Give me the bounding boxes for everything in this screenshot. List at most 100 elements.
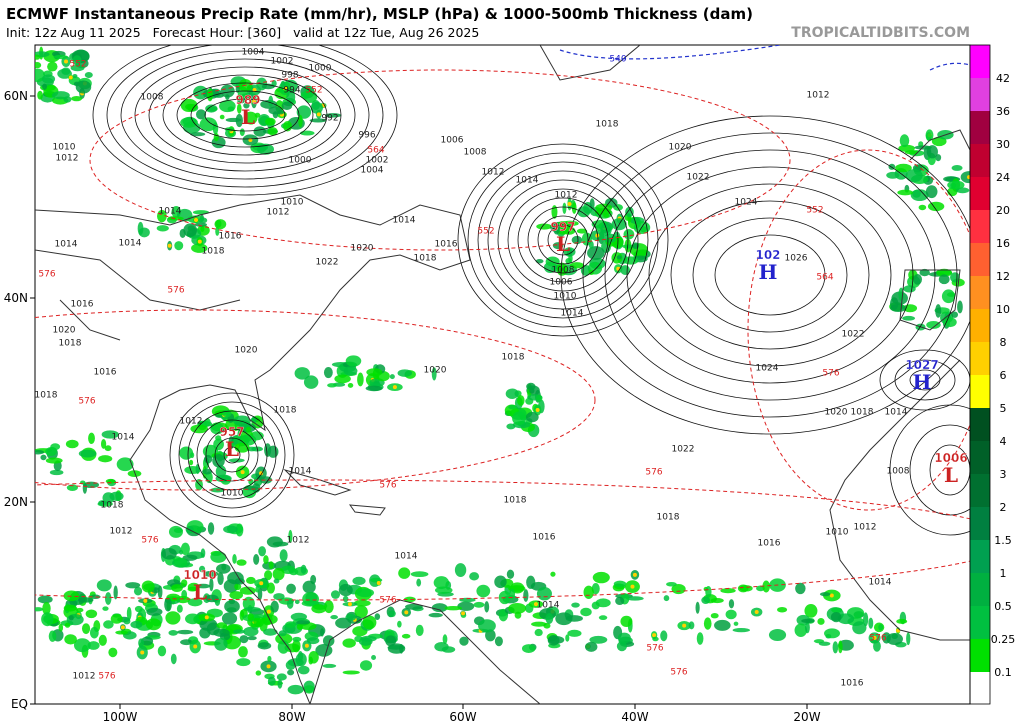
precip-cell xyxy=(258,546,266,557)
isobar xyxy=(648,183,892,367)
precip-cell xyxy=(207,522,215,535)
precip-cell xyxy=(335,617,352,629)
precip-cell xyxy=(531,621,547,627)
isobar xyxy=(176,82,314,148)
coastline xyxy=(539,45,641,81)
precip-cell xyxy=(185,613,201,625)
isobar-label: 1018 xyxy=(101,501,124,511)
precip-heavy xyxy=(259,471,264,476)
colorbar-swatch xyxy=(970,639,990,672)
lon-label: 20W xyxy=(793,710,820,724)
isobar xyxy=(162,74,328,156)
isobar xyxy=(187,410,277,500)
colorbar-label: 1.5 xyxy=(994,534,1012,547)
precip-cell xyxy=(213,628,230,637)
isobar-label: 1000 xyxy=(289,156,312,166)
precip-heavy xyxy=(682,623,687,628)
colorbar-swatch xyxy=(970,441,990,474)
precip-cell xyxy=(688,621,695,630)
precip-cell xyxy=(224,599,240,613)
precip-cell xyxy=(294,367,310,380)
precip-cell xyxy=(189,459,194,466)
precip-cell xyxy=(567,629,582,637)
isobar-label: 1022 xyxy=(842,330,865,340)
precip-cell xyxy=(72,73,78,78)
lat-label: EQ xyxy=(11,697,28,711)
precip-cell xyxy=(253,616,265,628)
precip-cell xyxy=(897,189,914,196)
precip-cell xyxy=(66,484,78,491)
precip-cell xyxy=(98,634,107,646)
precip-cell xyxy=(297,665,310,675)
thickness-label: 576 xyxy=(869,634,886,644)
precip-cell xyxy=(918,204,927,211)
precip-cell xyxy=(225,94,230,100)
precip-cell xyxy=(268,561,274,570)
precip-cell xyxy=(253,126,267,137)
precip-cell xyxy=(228,458,245,463)
precip-cell xyxy=(622,256,639,265)
isobar-label: 1008 xyxy=(464,148,487,158)
precip-heavy xyxy=(64,59,69,64)
precip-cell xyxy=(459,636,469,646)
precip-cell xyxy=(592,571,610,584)
precip-cell xyxy=(290,612,307,621)
isobar-label: 1014 xyxy=(869,578,892,588)
precip-cell xyxy=(837,613,855,625)
isobar xyxy=(190,90,300,140)
precip-cell xyxy=(280,80,286,90)
precip-heavy xyxy=(120,625,125,630)
isobar xyxy=(148,66,342,164)
precip-cell xyxy=(40,454,47,461)
isobar xyxy=(517,197,609,283)
precip-cell xyxy=(508,602,527,614)
colorbar-label: 12 xyxy=(996,270,1010,283)
precip-cell xyxy=(926,145,938,159)
thickness-label: 564 xyxy=(816,273,833,283)
colorbar-label: 2 xyxy=(1000,501,1007,514)
colorbar-label: 30 xyxy=(996,138,1010,151)
center-pressure: 957 xyxy=(219,425,244,439)
lon-label: 60W xyxy=(449,710,476,724)
precip-cell xyxy=(405,603,423,610)
precip-cell xyxy=(603,213,610,218)
precip-cell xyxy=(180,579,188,587)
precip-cell xyxy=(951,165,963,171)
precip-cell xyxy=(476,584,491,598)
precip-cell xyxy=(571,202,577,214)
precip-cell xyxy=(595,598,611,608)
precip-cell xyxy=(469,572,480,581)
colorbar-swatch xyxy=(970,408,990,441)
precip-cell xyxy=(625,206,634,218)
precip-cell xyxy=(714,619,731,631)
precip-cell xyxy=(534,628,543,637)
lon-label: 80W xyxy=(278,710,305,724)
precip-cell xyxy=(239,586,256,595)
precip-cell xyxy=(925,185,938,199)
precip-cell xyxy=(366,368,383,377)
precip-cell xyxy=(523,589,529,602)
precip-cell xyxy=(232,554,237,564)
precip-heavy xyxy=(404,610,409,615)
precip-heavy xyxy=(376,581,381,586)
precip-cell xyxy=(401,633,411,639)
precip-cell xyxy=(273,578,280,584)
isobar-label: 1026 xyxy=(785,254,808,264)
precip-cell xyxy=(138,638,145,648)
precip-cell xyxy=(362,615,377,630)
precip-cell xyxy=(926,320,941,329)
precip-cell xyxy=(145,618,162,631)
colorbar-swatch xyxy=(970,573,990,606)
precip-cell xyxy=(251,483,261,493)
precip-cell xyxy=(204,454,213,464)
precip-cell xyxy=(253,554,260,565)
precip-cell xyxy=(600,223,612,236)
coastline xyxy=(348,504,386,516)
precip-cell xyxy=(695,601,700,614)
precip-cell xyxy=(371,654,376,660)
precip-cell xyxy=(45,447,57,457)
precip-cell xyxy=(191,243,208,253)
precip-cell xyxy=(473,601,485,608)
precip-cell xyxy=(187,598,203,607)
